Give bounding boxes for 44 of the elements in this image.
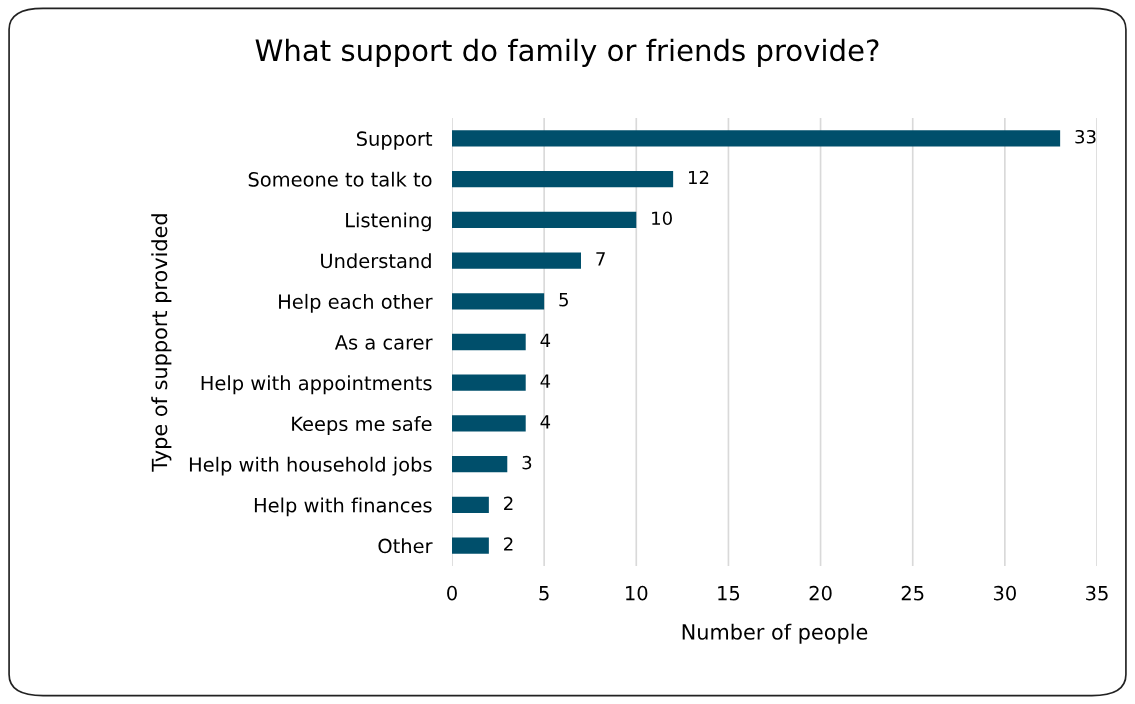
- bar: [452, 211, 637, 228]
- bar: [452, 293, 545, 310]
- bar: [452, 415, 526, 432]
- data-label: 33: [1075, 129, 1096, 144]
- x-tick-label: 5: [539, 586, 549, 601]
- y-tick-label: Support: [356, 131, 433, 150]
- data-label: 5: [559, 293, 568, 307]
- data-label: 3: [522, 455, 532, 470]
- data-label: 12: [689, 170, 709, 185]
- data-label: 4: [540, 415, 551, 429]
- y-tick-label: Understand: [321, 253, 431, 269]
- bar: [452, 170, 674, 188]
- y-tick-label: Help with finances: [254, 497, 432, 517]
- x-tick-label: 30: [993, 585, 1016, 601]
- data-label: 4: [540, 333, 551, 347]
- x-axis-title: Number of people: [682, 623, 868, 644]
- data-label: 7: [596, 252, 605, 266]
- y-axis-title: Type of support provided: [151, 214, 172, 472]
- x-tick-label: 20: [809, 585, 832, 601]
- x-tick-label: 0: [447, 585, 457, 601]
- y-tick-label: Help with appointments: [201, 375, 432, 395]
- bar: [452, 374, 526, 391]
- data-label: 10: [652, 211, 672, 226]
- bar: [452, 496, 489, 514]
- data-label: 2: [504, 496, 513, 510]
- bar: [452, 456, 508, 473]
- x-tick-label: 15: [718, 586, 740, 601]
- bar: [452, 130, 1061, 147]
- y-tick-label: Other: [378, 538, 433, 554]
- bar: [452, 252, 581, 269]
- x-tick-label: 25: [901, 585, 924, 601]
- data-label: 4: [540, 374, 551, 388]
- bar: [452, 333, 526, 351]
- y-tick-label: Help with household jobs: [189, 456, 432, 476]
- x-tick-label: 35: [1086, 585, 1108, 601]
- x-tick-label: 10: [626, 585, 648, 601]
- y-tick-label: Keeps me safe: [292, 416, 432, 435]
- y-tick-label: Help each other: [279, 293, 433, 313]
- y-tick-label: Listening: [346, 212, 431, 232]
- y-tick-label: Someone to talk to: [248, 171, 432, 187]
- chart-title: What support do family or friends provide?: [255, 38, 879, 67]
- data-label: 2: [504, 537, 513, 551]
- y-tick-label: As a carer: [334, 335, 433, 350]
- bar: [452, 537, 489, 554]
